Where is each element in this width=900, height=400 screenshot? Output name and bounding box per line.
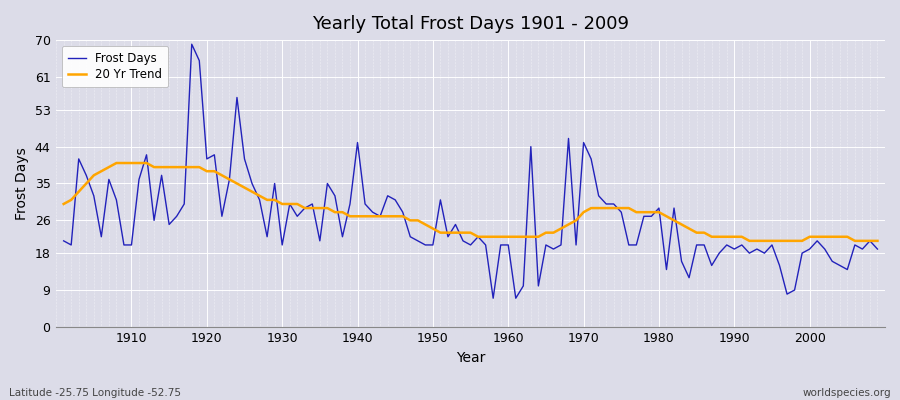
Frost Days (338, 234, 348, 239)
20 Yr Trend (126, 161, 137, 166)
Frost Days (488, 296, 499, 301)
Text: Latitude -25.75 Longitude -52.75: Latitude -25.75 Longitude -52.75 (9, 388, 181, 398)
Frost Days (186, 42, 197, 47)
Line: Frost Days: Frost Days (64, 44, 878, 298)
Frost Days (510, 296, 521, 301)
20 Yr Trend (58, 202, 69, 206)
Line: 20 Yr Trend: 20 Yr Trend (64, 163, 878, 241)
Frost Days (292, 214, 302, 219)
Frost Days (58, 238, 69, 243)
Y-axis label: Frost Days: Frost Days (15, 147, 29, 220)
20 Yr Trend (292, 202, 302, 206)
20 Yr Trend (872, 238, 883, 243)
20 Yr Trend (601, 206, 612, 210)
X-axis label: Year: Year (456, 351, 485, 365)
20 Yr Trend (338, 210, 348, 214)
Frost Days (119, 242, 130, 247)
20 Yr Trend (503, 234, 514, 239)
20 Yr Trend (510, 234, 521, 239)
Title: Yearly Total Frost Days 1901 - 2009: Yearly Total Frost Days 1901 - 2009 (312, 15, 629, 33)
Text: worldspecies.org: worldspecies.org (803, 388, 891, 398)
Frost Days (518, 284, 528, 288)
20 Yr Trend (744, 238, 755, 243)
Legend: Frost Days, 20 Yr Trend: Frost Days, 20 Yr Trend (62, 46, 168, 87)
20 Yr Trend (111, 161, 122, 166)
Frost Days (872, 247, 883, 252)
Frost Days (608, 202, 619, 206)
